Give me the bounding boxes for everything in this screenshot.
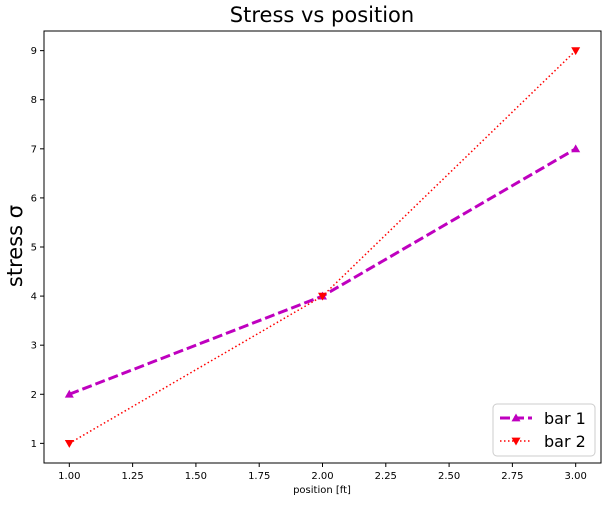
y-tick-label: 4 — [31, 292, 37, 303]
series-2 — [64, 47, 581, 448]
y-tick-label: 1 — [31, 439, 37, 450]
legend-entry-2-label: bar 2 — [544, 432, 586, 451]
axes-frame — [43, 30, 602, 464]
series-2-line — [68, 50, 577, 445]
x-tick-label: 1.25 — [121, 471, 143, 482]
x-tick-label: 2.25 — [375, 471, 397, 482]
series-2-point — [64, 439, 74, 448]
x-tick-label: 3.00 — [565, 471, 587, 482]
x-tick-label: 1.75 — [248, 471, 270, 482]
y-tick-label: 6 — [31, 193, 37, 204]
legend: bar 1 bar 2 — [492, 403, 596, 457]
x-tick-label: 2.00 — [311, 471, 333, 482]
y-tick-label: 3 — [31, 341, 37, 352]
y-tick-label: 7 — [31, 144, 37, 155]
series-1 — [64, 144, 581, 398]
series-2-point — [571, 47, 581, 56]
x-tick-label: 2.50 — [438, 471, 460, 482]
y-tick-label: 8 — [31, 95, 37, 106]
legend-entry-2-marker — [511, 437, 521, 446]
legend-entry-2: bar 2 — [500, 432, 586, 451]
x-tick-label: 1.00 — [58, 471, 80, 482]
y-axis-label: stress σ — [3, 205, 27, 287]
legend-entry-1-label: bar 1 — [544, 409, 586, 428]
series-2-point — [318, 292, 327, 301]
y-tick-label: 5 — [31, 243, 37, 254]
y-tick-label: 9 — [31, 46, 37, 57]
x-axis-label: position [ft] — [293, 485, 351, 496]
plot-area: 1.00 1.25 1.50 1.75 2.00 2.25 2.50 2.75 3.00 1 2 3 4… — [31, 30, 602, 482]
legend-entry-1-marker — [511, 413, 521, 422]
series-1-point — [571, 144, 581, 153]
y-tick-label: 2 — [31, 390, 37, 401]
legend-entry-1: bar 1 — [500, 409, 586, 428]
chart-title: Stress vs position — [230, 3, 414, 27]
series-1-line — [68, 147, 577, 396]
series-1-point — [64, 389, 74, 398]
x-tick-label: 2.75 — [501, 471, 523, 482]
x-tick-label: 1.50 — [185, 471, 207, 482]
